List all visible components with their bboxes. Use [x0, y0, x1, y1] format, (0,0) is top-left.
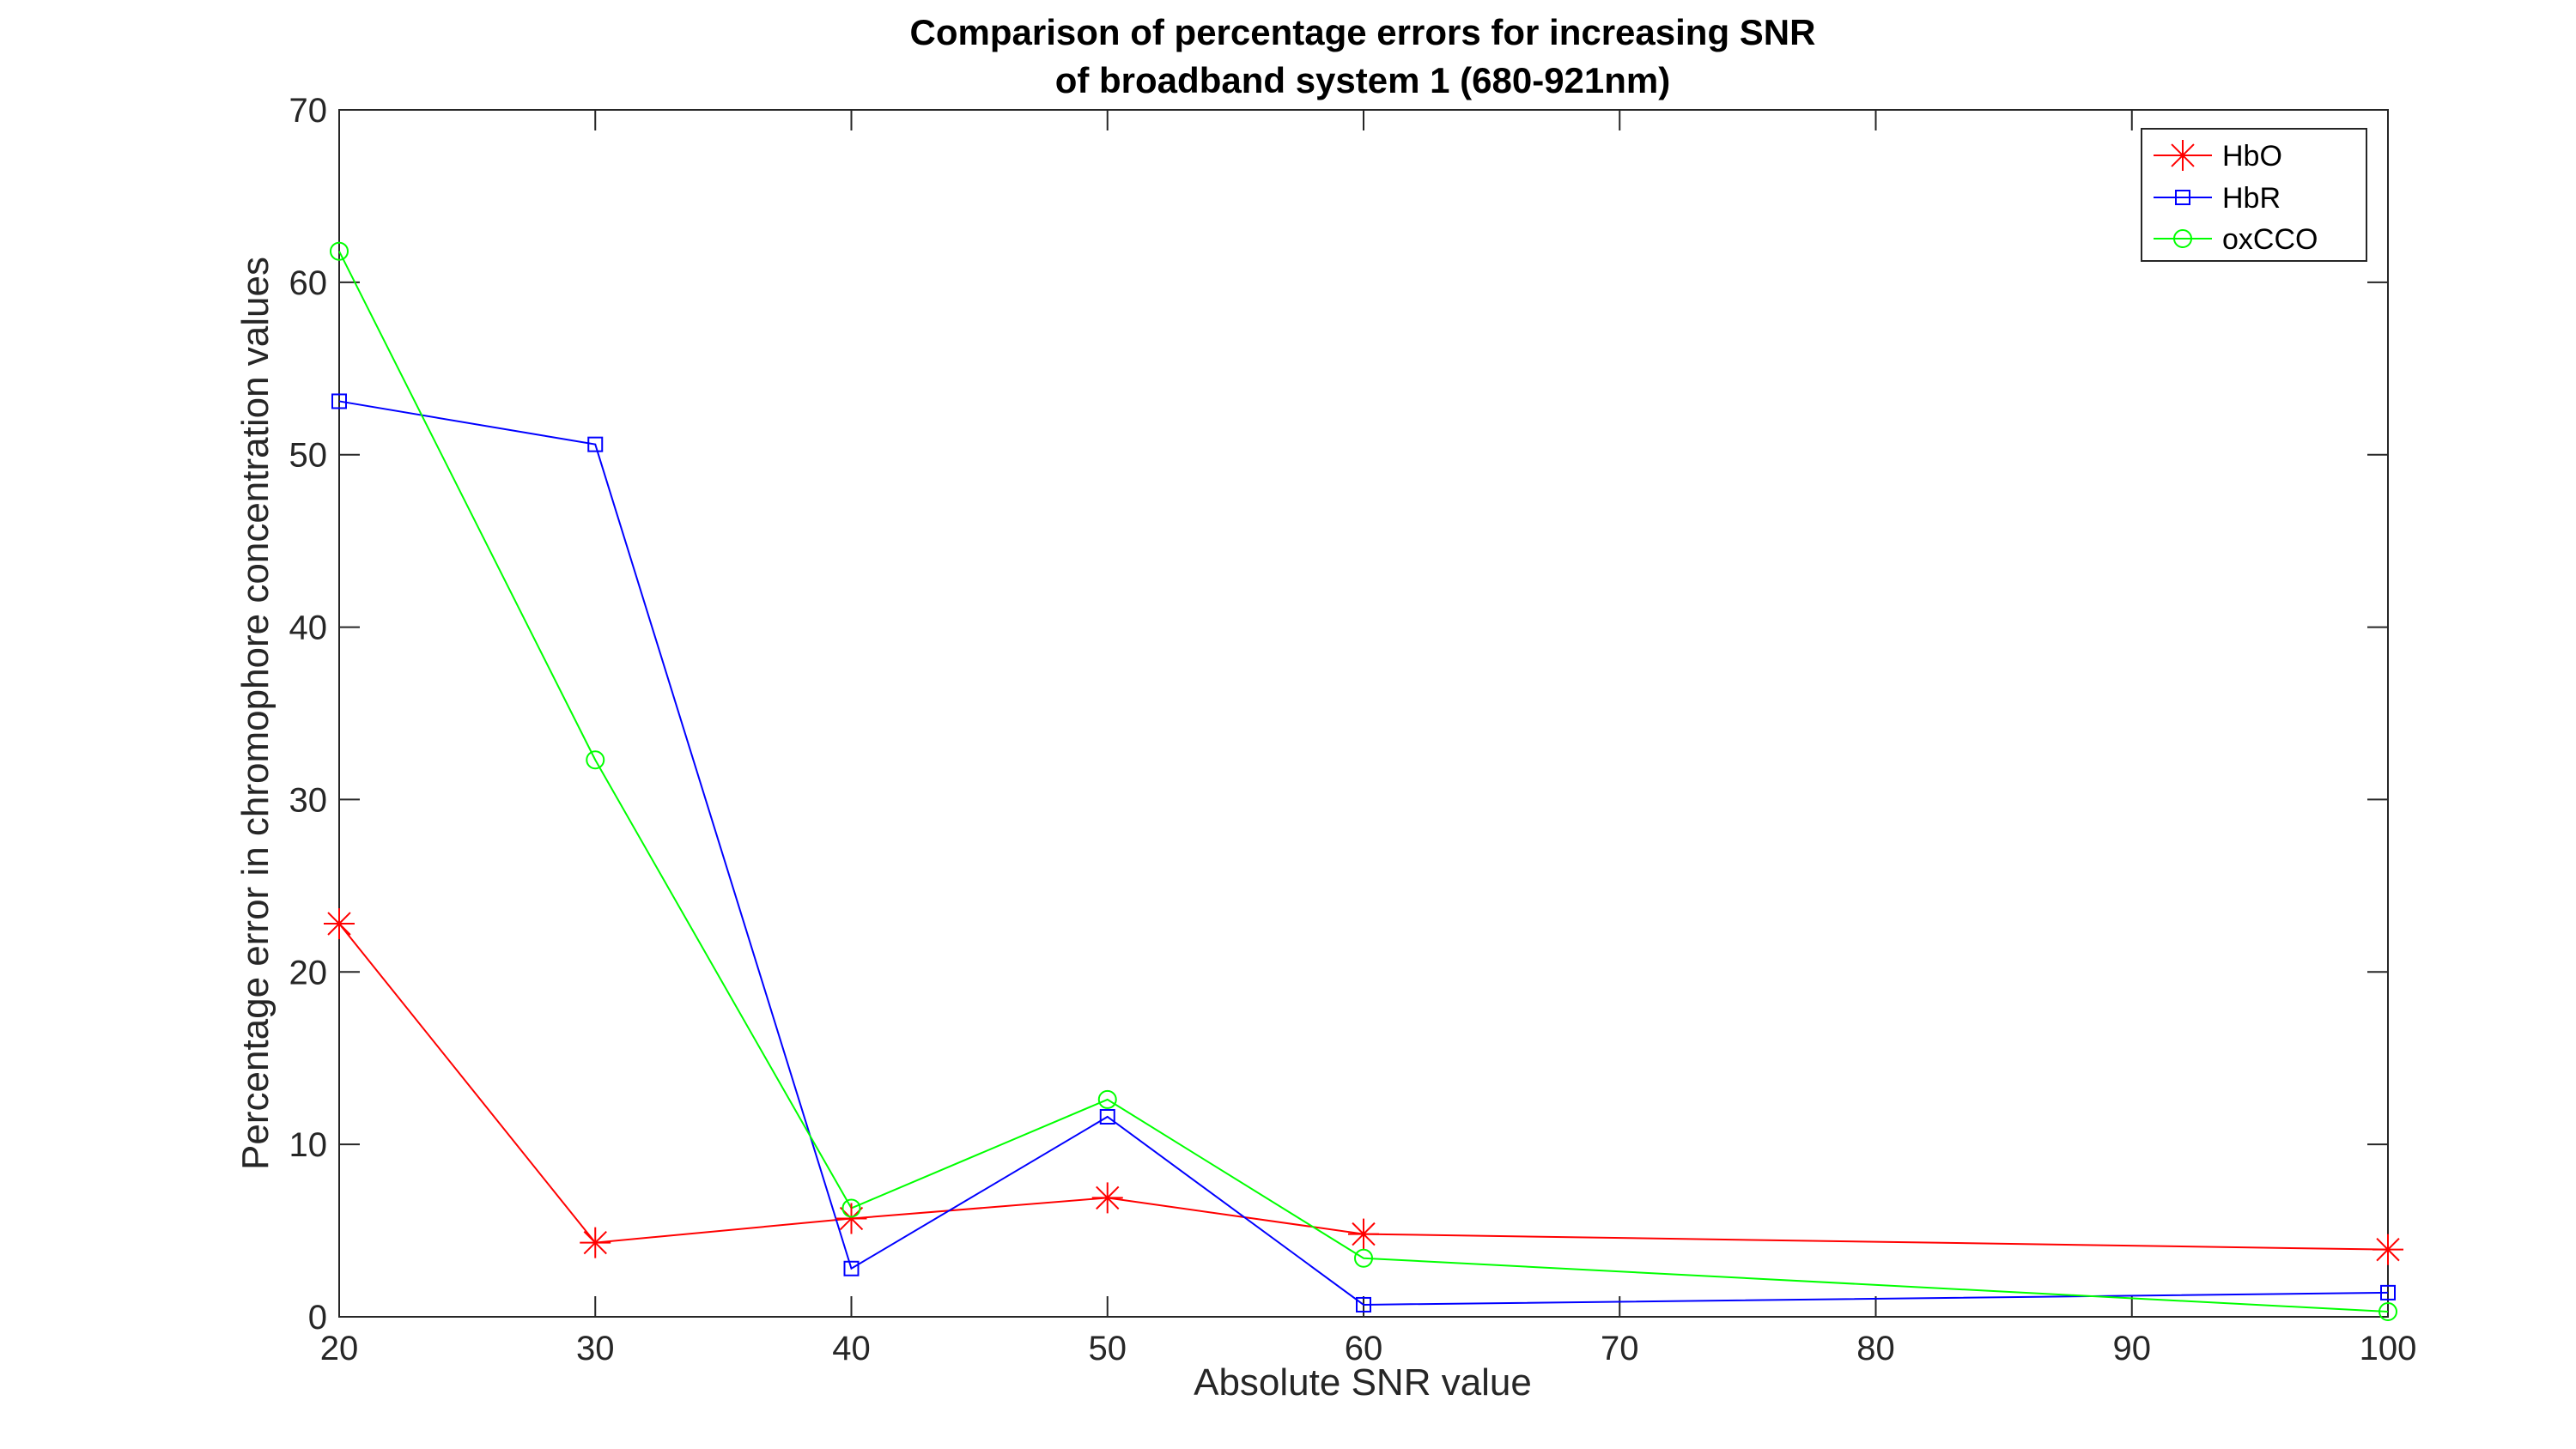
data-point-hbr — [587, 436, 604, 452]
y-tick-label: 0 — [308, 1299, 327, 1337]
x-tick-label: 40 — [832, 1330, 871, 1367]
y-tick-label: 60 — [289, 264, 328, 302]
y-axis-label: Percentage error in chromophore concentr… — [234, 257, 276, 1170]
x-tick-label: 80 — [1856, 1330, 1895, 1367]
legend-marker — [2173, 229, 2192, 248]
legend-entries: HbO HbR oxCCO — [2154, 140, 2318, 256]
series-line-hbr — [338, 400, 2389, 1306]
data-point-oxcco — [586, 750, 605, 770]
x-tick-label: 50 — [1089, 1330, 1127, 1367]
data-point-hbr — [2380, 1284, 2396, 1300]
data-point-hbo — [1348, 1218, 1379, 1250]
x-tick-label: 20 — [320, 1330, 359, 1367]
y-tick-label: 10 — [289, 1126, 328, 1164]
legend-label: HbR — [2222, 182, 2281, 215]
chart-title-line1: Comparison of percentage errors for incr… — [910, 12, 1816, 52]
series-markers — [324, 241, 2403, 1321]
data-point-hbo — [1091, 1182, 1123, 1214]
legend-label: oxCCO — [2222, 223, 2318, 256]
x-tick-label: 90 — [2113, 1330, 2152, 1367]
y-tick-label: 40 — [289, 609, 328, 647]
data-point-oxcco — [1097, 1089, 1117, 1109]
legend-item-hbo: HbO — [2154, 140, 2282, 173]
series-line-oxcco — [338, 251, 2389, 1313]
data-point-oxcco — [2379, 1301, 2397, 1321]
legend-marker — [2175, 190, 2190, 205]
legend-item-oxcco: oxCCO — [2154, 223, 2318, 256]
data-point-hbo — [2372, 1234, 2403, 1265]
data-point-hbr — [1099, 1109, 1115, 1125]
y-tick-label: 30 — [289, 781, 328, 819]
x-tick-label: 70 — [1601, 1330, 1639, 1367]
x-tick-label: 30 — [576, 1330, 615, 1367]
data-point-hbo — [580, 1227, 611, 1258]
axis-ticks: 20 30 40 50 60 70 80 90 100 0 10 20 30 40 50 60 70 — [289, 92, 2417, 1367]
legend-marker — [2167, 140, 2198, 171]
data-point-oxcco — [1354, 1248, 1373, 1268]
data-point-hbo — [835, 1203, 867, 1234]
data-point-hbo — [324, 908, 355, 940]
data-point-oxcco — [330, 241, 349, 261]
x-axis-label: Absolute SNR value — [1194, 1361, 1532, 1404]
legend-label: HbO — [2222, 140, 2282, 173]
series-line-hbo — [338, 923, 2389, 1251]
data-point-hbr — [1356, 1296, 1371, 1313]
data-point-hbr — [331, 393, 347, 409]
plot-area — [338, 109, 2389, 1318]
series-lines — [338, 251, 2389, 1313]
data-point-oxcco — [841, 1198, 861, 1218]
legend-item-hbr: HbR — [2154, 182, 2281, 215]
data-point-hbr — [843, 1260, 860, 1276]
y-tick-label: 50 — [289, 437, 328, 475]
y-tick-label: 20 — [289, 954, 328, 991]
x-tick-label: 100 — [2360, 1330, 2417, 1367]
legend: HbO HbR oxCCO — [2141, 128, 2367, 262]
x-tick-label: 60 — [1345, 1330, 1383, 1367]
y-tick-label: 70 — [289, 92, 328, 130]
chart-title-line2: of broadband system 1 (680-921nm) — [1055, 60, 1671, 100]
